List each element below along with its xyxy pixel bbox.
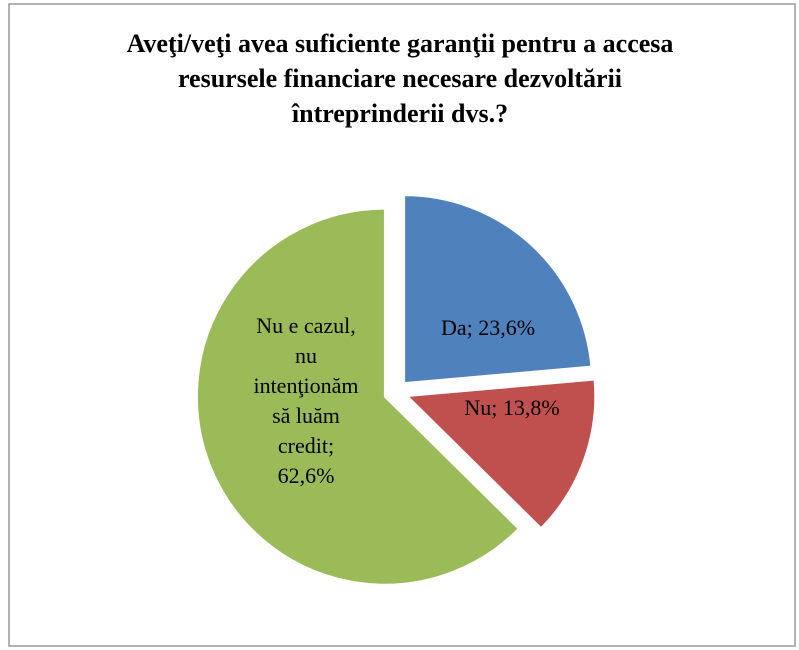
- data-label-line: Nu; 13,8%: [464, 395, 559, 420]
- data-label-line: 62,6%: [278, 463, 335, 488]
- data-label-line: Da; 23,6%: [441, 315, 535, 340]
- data-label-line: Nu e cazul,: [256, 313, 356, 338]
- data-label-line: intenţionăm: [253, 373, 358, 398]
- pie-slice: [195, 207, 521, 586]
- chart-title: Aveţi/veţi avea suficiente garanţii pent…: [126, 29, 674, 128]
- data-label: Da; 23,6%: [441, 315, 535, 340]
- pie-slice: [405, 378, 597, 530]
- frame: [8, 3, 796, 647]
- data-label: Nu; 13,8%: [464, 395, 559, 420]
- data-label-line: credit;: [278, 433, 334, 458]
- pie-slice: [403, 194, 593, 385]
- data-label-line: nu: [295, 343, 317, 368]
- data-label: Nu e cazul, nu intenţionăm să luăm credit; 62…: [253, 313, 358, 488]
- data-label-line: să luăm: [272, 403, 340, 428]
